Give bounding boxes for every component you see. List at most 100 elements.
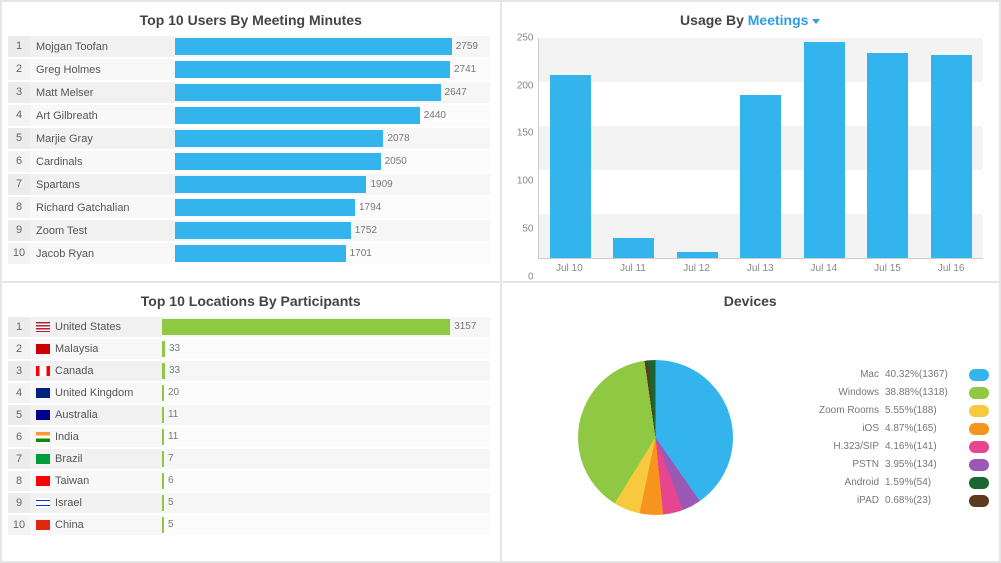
x-axis: Jul 10Jul 11Jul 12Jul 13Jul 14Jul 15Jul …: [538, 259, 984, 277]
usage-title-prefix: Usage By: [680, 12, 748, 28]
panel-title: Top 10 Users By Meeting Minutes: [2, 2, 500, 34]
legend-label: iPAD: [799, 495, 879, 506]
rank-cell: 5: [8, 128, 30, 149]
legend-row: Windows38.88%(1318): [799, 384, 989, 402]
legend-chip: [969, 387, 989, 399]
x-tick: Jul 11: [601, 259, 665, 277]
plot-wrap: Jul 10Jul 11Jul 12Jul 13Jul 14Jul 15Jul …: [538, 38, 984, 277]
legend-value: 1.59%(54): [885, 477, 963, 488]
bar-track: 11: [162, 405, 490, 425]
x-tick: Jul 13: [728, 259, 792, 277]
y-tick: 0: [528, 271, 534, 282]
legend-row: Android1.59%(54): [799, 474, 989, 492]
flag-icon: [36, 344, 50, 354]
panel-title: Devices: [502, 283, 1000, 315]
flag-icon: [36, 432, 50, 442]
panel-top-locations: Top 10 Locations By Participants 1United…: [1, 282, 501, 563]
y-tick: 50: [522, 223, 533, 234]
usage-dropdown[interactable]: Meetings: [748, 12, 821, 28]
bar-track: 3157: [162, 317, 490, 337]
name-cell: United Kingdom: [30, 383, 162, 403]
bar-fill: [175, 84, 441, 101]
table-row: 7Spartans1909: [8, 174, 490, 195]
bar-track: 7: [162, 449, 490, 469]
rank-cell: 7: [8, 174, 30, 195]
bar-value: 6: [164, 471, 174, 491]
flag-icon: [36, 410, 50, 420]
rank-cell: 9: [8, 220, 30, 241]
bar-value: 2078: [383, 128, 409, 149]
panel-title: Top 10 Locations By Participants: [2, 283, 500, 315]
chevron-down-icon: [812, 19, 820, 24]
table-row: 5Marjie Gray2078: [8, 128, 490, 149]
rank-cell: 1: [8, 36, 30, 57]
bar-track: 2741: [175, 59, 490, 80]
flag-icon: [36, 322, 50, 332]
bar-track: 1794: [175, 197, 490, 218]
legend-chip: [969, 405, 989, 417]
rank-cell: 4: [8, 105, 30, 126]
rank-cell: 7: [8, 449, 30, 469]
rank-cell: 10: [8, 515, 30, 535]
bar-fill: [175, 245, 346, 262]
bar-column: [931, 55, 972, 258]
bar-track: 1701: [175, 243, 490, 264]
name-cell: Art Gilbreath: [30, 105, 175, 126]
dashboard-grid: Top 10 Users By Meeting Minutes 1Mojgan …: [0, 0, 1001, 563]
legend-row: Zoom Rooms5.55%(188): [799, 402, 989, 420]
x-tick: Jul 12: [665, 259, 729, 277]
name-cell: Matt Melser: [30, 82, 175, 103]
pie-wrap: [512, 360, 800, 515]
legend-label: iOS: [799, 423, 879, 434]
bar-fill: [175, 130, 383, 147]
usage-chart: 050100150200250 Jul 10Jul 11Jul 12Jul 13…: [502, 34, 1000, 281]
name-cell: Zoom Test: [30, 220, 175, 241]
name-cell: China: [30, 515, 162, 535]
bar-track: 1752: [175, 220, 490, 241]
legend-row: PSTN3.95%(134): [799, 456, 989, 474]
plot-area: [538, 38, 984, 259]
flag-icon: [36, 498, 50, 508]
rank-cell: 8: [8, 471, 30, 491]
bar-column: [677, 252, 718, 257]
table-row: 2Malaysia33: [8, 339, 490, 359]
bar-value: 2647: [441, 82, 467, 103]
name-cell: Mojgan Toofan: [30, 36, 175, 57]
rank-cell: 6: [8, 151, 30, 172]
table-row: 4Art Gilbreath 2440: [8, 105, 490, 126]
flag-icon: [36, 454, 50, 464]
legend-chip: [969, 423, 989, 435]
top-locations-list: 1United States31572Malaysia333Canada334U…: [2, 315, 500, 562]
bar-track: 2440: [175, 105, 490, 126]
legend-value: 0.68%(23): [885, 495, 963, 506]
legend-label: Mac: [799, 369, 879, 380]
legend-label: H.323/SIP: [799, 441, 879, 452]
x-tick: Jul 16: [919, 259, 983, 277]
bar-track: 20: [162, 383, 490, 403]
bar-track: 5: [162, 515, 490, 535]
table-row: 9Zoom Test1752: [8, 220, 490, 241]
legend-row: iPAD 0.68%(23): [799, 492, 989, 510]
bar-value: 1701: [346, 243, 372, 264]
bar-track: 2759: [175, 36, 490, 57]
legend-chip: [969, 495, 989, 507]
bar-value: 5: [164, 493, 174, 513]
name-cell: United States: [30, 317, 162, 337]
rank-cell: 10: [8, 243, 30, 264]
bar-track: 2647: [175, 82, 490, 103]
table-row: 6India11: [8, 427, 490, 447]
bar-value: 2440: [420, 105, 446, 126]
bar-fill: [175, 107, 420, 124]
flag-icon: [36, 476, 50, 486]
panel-top-users: Top 10 Users By Meeting Minutes 1Mojgan …: [1, 1, 501, 282]
y-tick: 150: [517, 128, 534, 139]
bar-fill: [175, 222, 351, 239]
devices-pie-chart: [578, 360, 733, 515]
legend-chip: [969, 441, 989, 453]
legend-row: iOS4.87%(165): [799, 420, 989, 438]
rank-cell: 2: [8, 59, 30, 80]
top-users-list: 1Mojgan Toofan27592Greg Holmes27413Matt …: [2, 34, 500, 281]
legend-value: 4.16%(141): [885, 441, 963, 452]
rank-cell: 3: [8, 361, 30, 381]
name-cell: Taiwan: [30, 471, 162, 491]
